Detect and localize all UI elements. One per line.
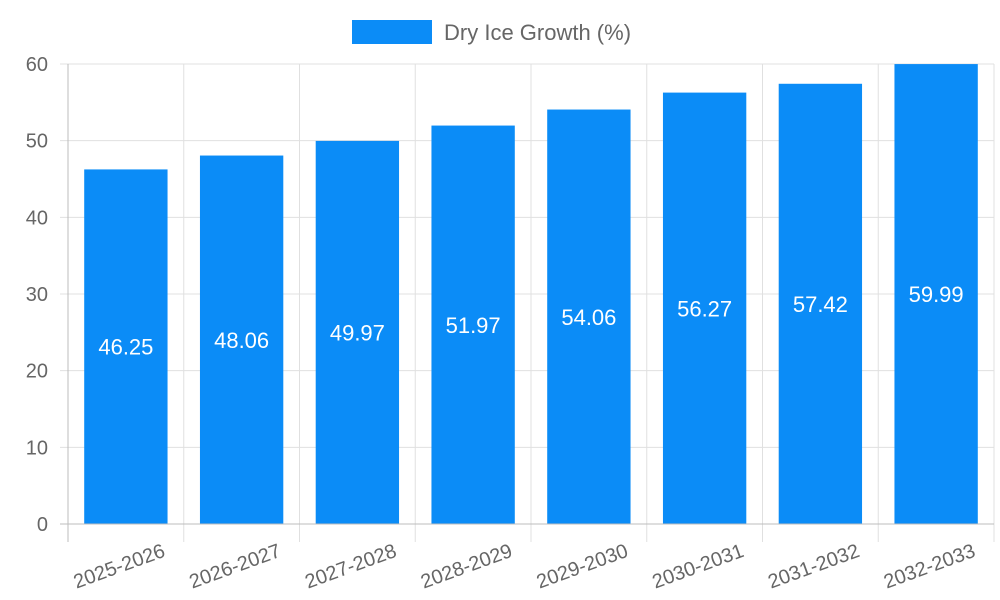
y-tick-label: 50	[26, 131, 48, 153]
legend-swatch[interactable]	[352, 20, 432, 44]
bar-value-label: 57.42	[793, 292, 848, 317]
bar-value-label: 54.06	[561, 305, 616, 330]
bar-value-label: 46.25	[98, 335, 153, 360]
x-tick-label: 2028-2029	[418, 540, 515, 593]
x-tick-label: 2026-2027	[186, 540, 283, 593]
y-tick-label: 30	[26, 284, 48, 306]
y-tick-label: 60	[26, 54, 48, 76]
bar[interactable]	[778, 83, 863, 524]
legend[interactable]: Dry Ice Growth (%)	[352, 20, 631, 45]
y-tick-label: 20	[26, 361, 48, 383]
bar[interactable]	[431, 125, 515, 525]
bar[interactable]	[84, 169, 168, 524]
bar[interactable]	[894, 64, 978, 525]
bar-value-label: 51.97	[446, 313, 501, 338]
x-axis-ticks: 2025-2026 2026-2027 2027-2028 2028-2029 2029…	[71, 540, 979, 593]
bar[interactable]	[662, 92, 747, 524]
x-tick-label: 2025-2026	[71, 540, 168, 593]
bar-value-label: 48.06	[214, 328, 269, 353]
bar-value-label: 56.27	[677, 296, 732, 321]
legend-label[interactable]: Dry Ice Growth (%)	[444, 20, 631, 45]
bar[interactable]	[315, 140, 400, 524]
bar-value-label: 59.99	[909, 282, 964, 307]
bar[interactable]	[199, 155, 284, 525]
x-tick-label: 2030-2031	[649, 540, 746, 593]
data-labels: 46.25 48.06 49.97 51.97 54.06 56.27 57.42 59.99	[98, 282, 963, 360]
bar-value-label: 49.97	[330, 320, 385, 345]
bar[interactable]	[547, 109, 631, 524]
x-tick-label: 2029-2030	[534, 540, 631, 593]
y-tick-label: 10	[26, 437, 48, 459]
y-axis-ticks: 0 10 20 30 40 50 60	[26, 54, 48, 536]
x-tick-label: 2031-2032	[765, 540, 862, 593]
x-tick-label: 2027-2028	[302, 540, 399, 593]
y-tick-label: 40	[26, 207, 48, 229]
axes	[67, 64, 994, 525]
bars	[84, 64, 978, 525]
y-tick-label: 0	[37, 514, 48, 536]
x-tick-label: 2032-2033	[881, 540, 978, 593]
